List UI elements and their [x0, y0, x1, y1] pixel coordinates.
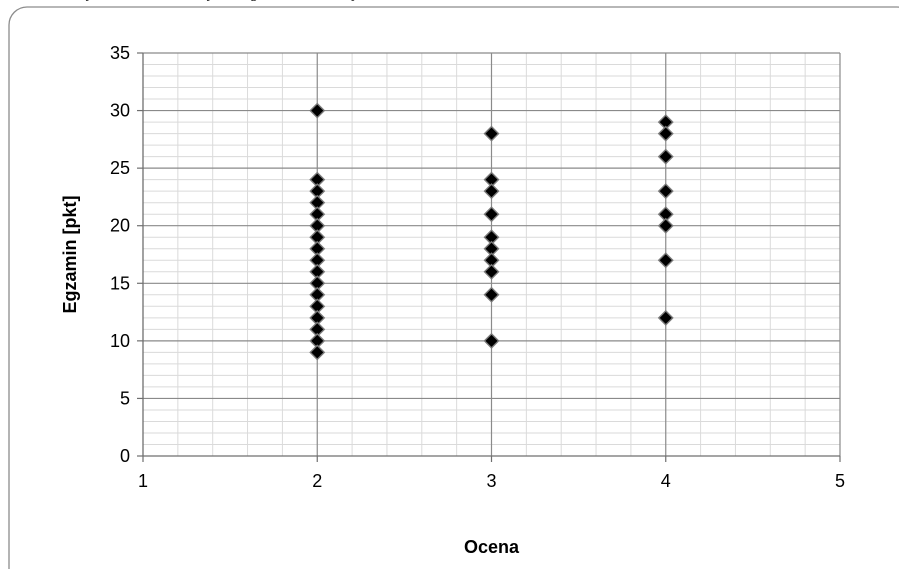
data-point	[483, 206, 500, 223]
data-point	[309, 344, 326, 361]
data-point	[483, 125, 500, 142]
axes	[137, 52, 841, 462]
data-point	[483, 286, 500, 303]
chart-area-border	[8, 6, 899, 569]
x-tick-label: 3	[486, 471, 496, 491]
y-tick-label: 15	[110, 273, 130, 293]
data-point	[657, 183, 674, 200]
x-tick-label: 4	[661, 471, 671, 491]
y-tick-label: 20	[110, 216, 130, 236]
y-tick-label: 25	[110, 158, 130, 178]
data-point	[483, 332, 500, 349]
y-tick-label: 10	[110, 331, 130, 351]
data-point	[657, 148, 674, 165]
data-point	[657, 217, 674, 234]
data-point	[657, 309, 674, 326]
data-point	[483, 183, 500, 200]
x-tick-labels: 1 2 3 4 5	[138, 471, 845, 491]
y-tick-label: 30	[110, 101, 130, 121]
data-point	[657, 252, 674, 269]
x-tick-label: 5	[835, 471, 845, 491]
y-tick-label: 5	[120, 388, 130, 408]
cropped-caption-text: … wykresie zależności wyniku egzaminu od…	[60, 0, 899, 8]
y-axis-title: Egzamin [pkt]	[60, 195, 80, 313]
data-point	[657, 125, 674, 142]
data-points	[309, 102, 674, 361]
data-point	[309, 102, 326, 119]
x-tick-label: 1	[138, 471, 148, 491]
y-tick-labels: 0 5 10 15 20 25 30 35	[110, 43, 130, 466]
y-tick-label: 35	[110, 43, 130, 63]
x-axis-title: Ocena	[464, 537, 520, 557]
y-tick-label: 0	[120, 446, 130, 466]
x-tick-label: 2	[312, 471, 322, 491]
data-point	[483, 263, 500, 280]
